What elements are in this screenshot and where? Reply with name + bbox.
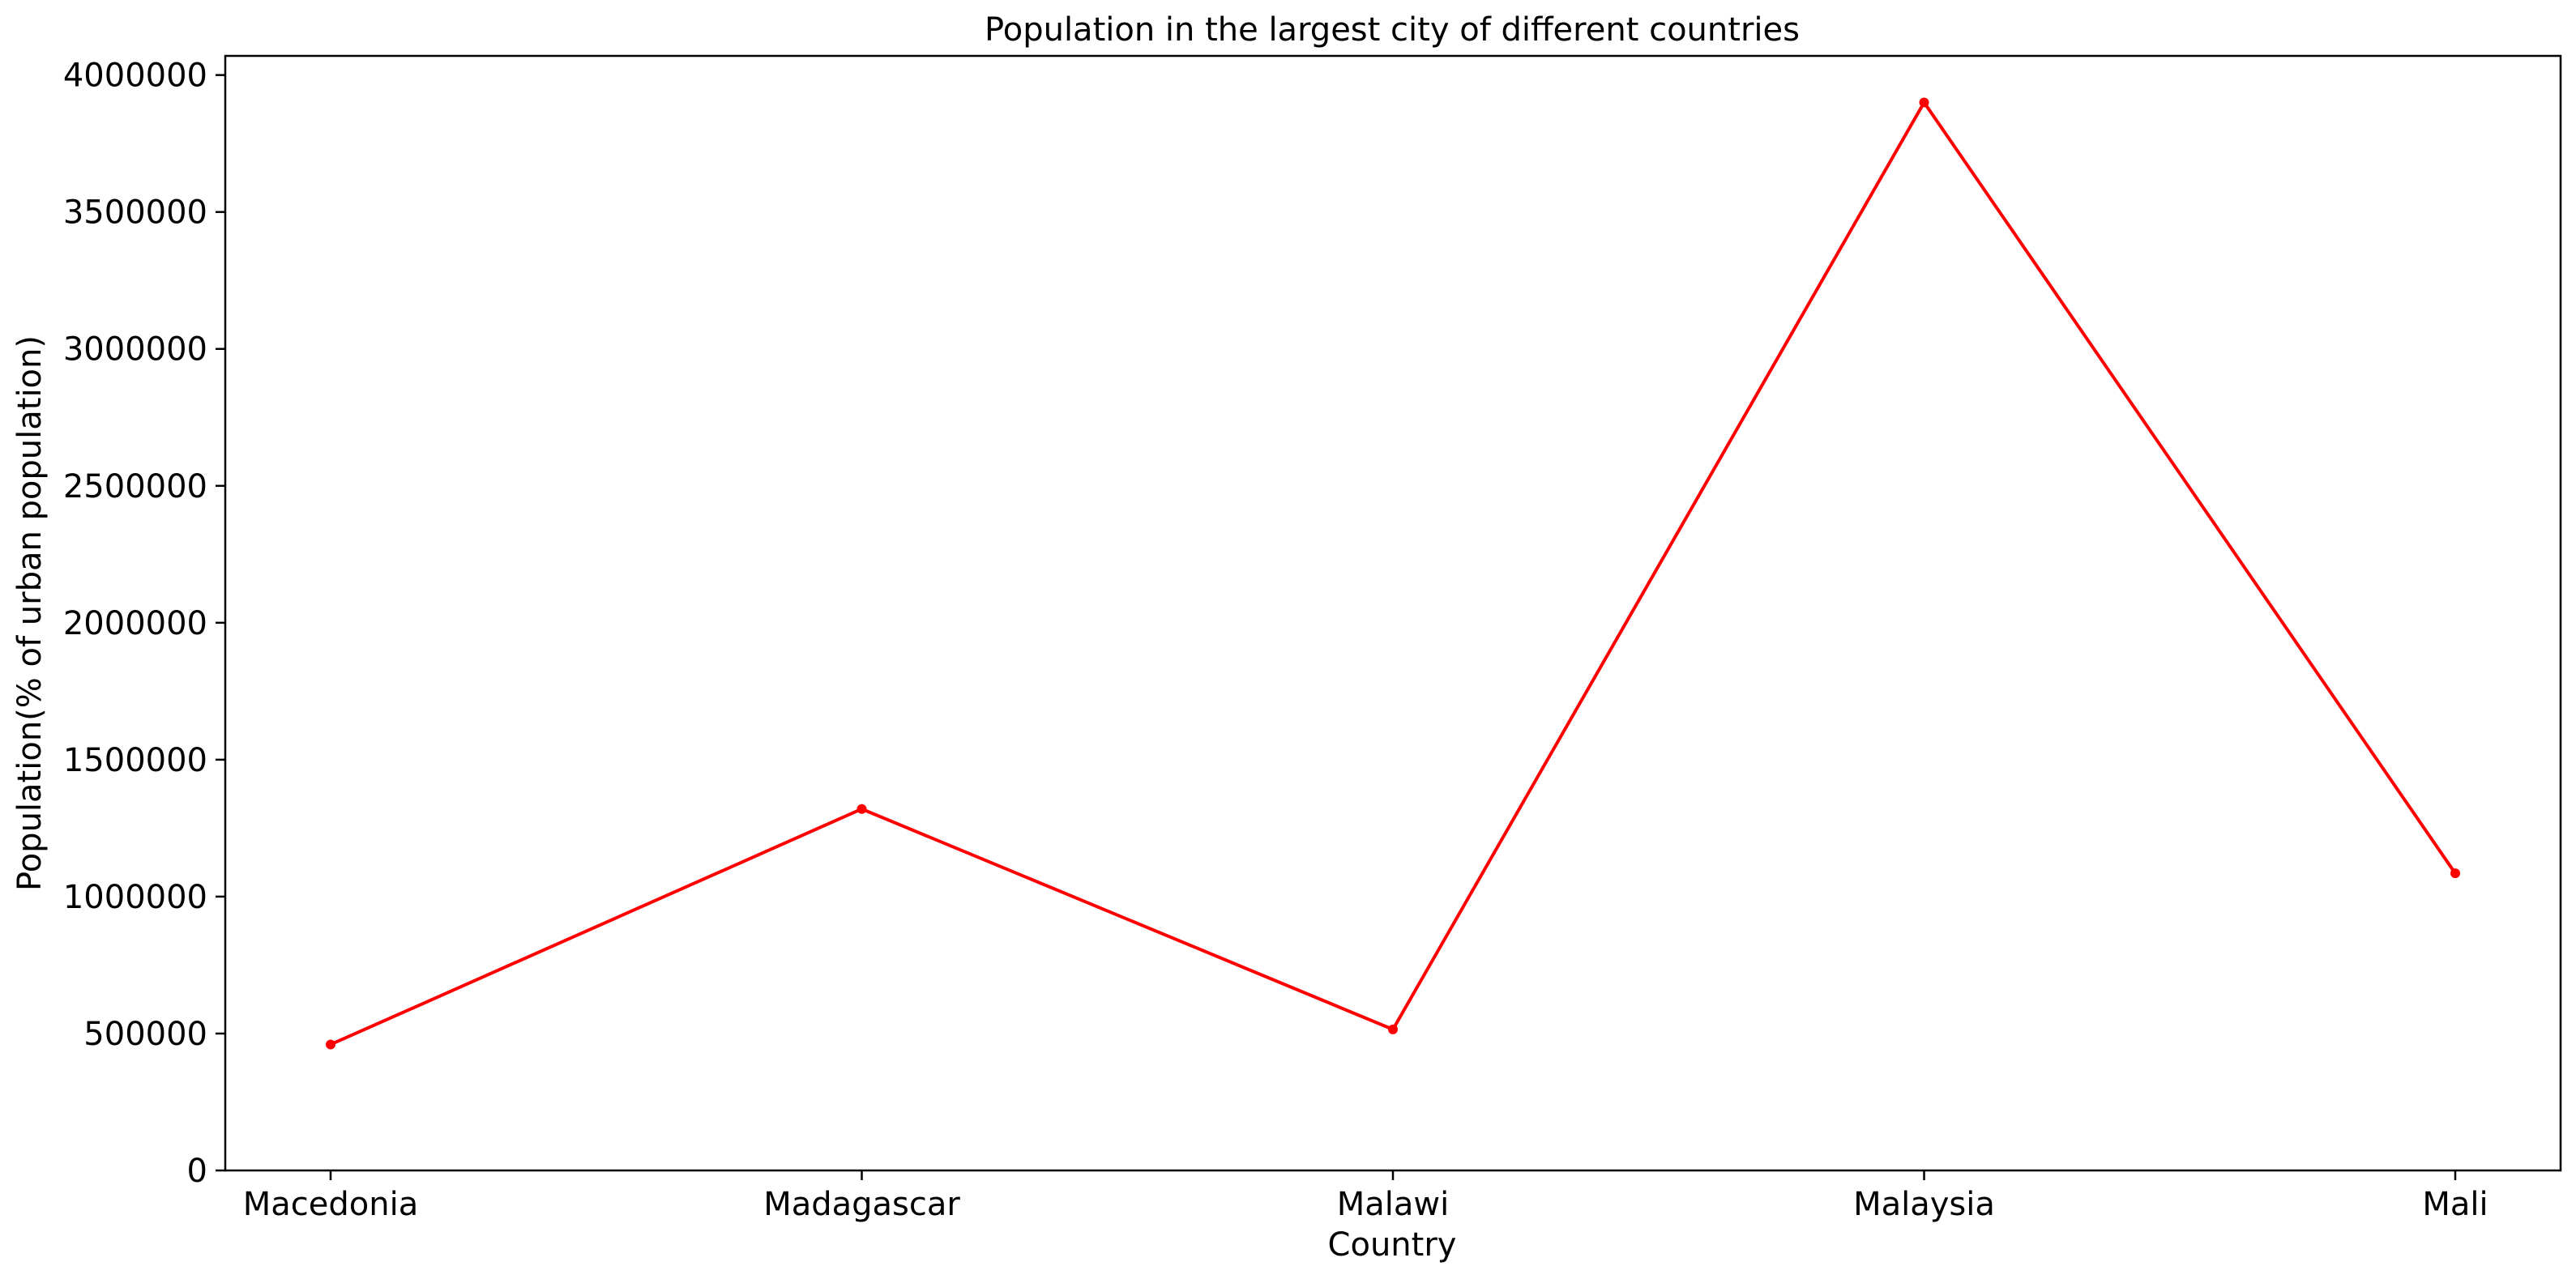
x-tick-label: Malaysia [1853, 1186, 1995, 1223]
series-layer [326, 97, 2460, 1050]
x-tick-label: Malawi [1337, 1186, 1449, 1223]
data-point [326, 1039, 335, 1050]
x-tick-label: Madagascar [763, 1186, 960, 1223]
x-tick-label: Macedonia [243, 1186, 418, 1223]
chart-title: Population in the largest city of differ… [985, 11, 1800, 49]
plot-frame [224, 54, 2562, 1172]
y-axis-label: Population(% of urban population) [11, 335, 49, 891]
data-point [1388, 1024, 1398, 1034]
y-tick-label: 500000 [83, 1016, 207, 1053]
y-axis: 0 500000 1000000 1500000 2000000 2500000 30000… [63, 58, 225, 1190]
data-point [2450, 868, 2460, 879]
x-axis-label: Country [1328, 1226, 1457, 1264]
y-tick-label: 2500000 [63, 468, 207, 505]
y-tick-label: 1500000 [63, 742, 207, 779]
y-tick-label: 3500000 [63, 194, 207, 232]
y-tick-label: 3000000 [63, 331, 207, 369]
y-tick-label: 4000000 [63, 58, 207, 95]
y-tick-label: 2000000 [63, 605, 207, 642]
data-point [857, 804, 867, 814]
x-axis: Macedonia Madagascar Malawi Malaysia Mali [243, 1170, 2488, 1223]
data-point [1919, 97, 1929, 108]
y-tick-label: 1000000 [63, 879, 207, 916]
y-tick-label: 0 [187, 1153, 207, 1190]
series-line [330, 100, 2457, 1047]
x-tick-label: Mali [2422, 1186, 2488, 1223]
